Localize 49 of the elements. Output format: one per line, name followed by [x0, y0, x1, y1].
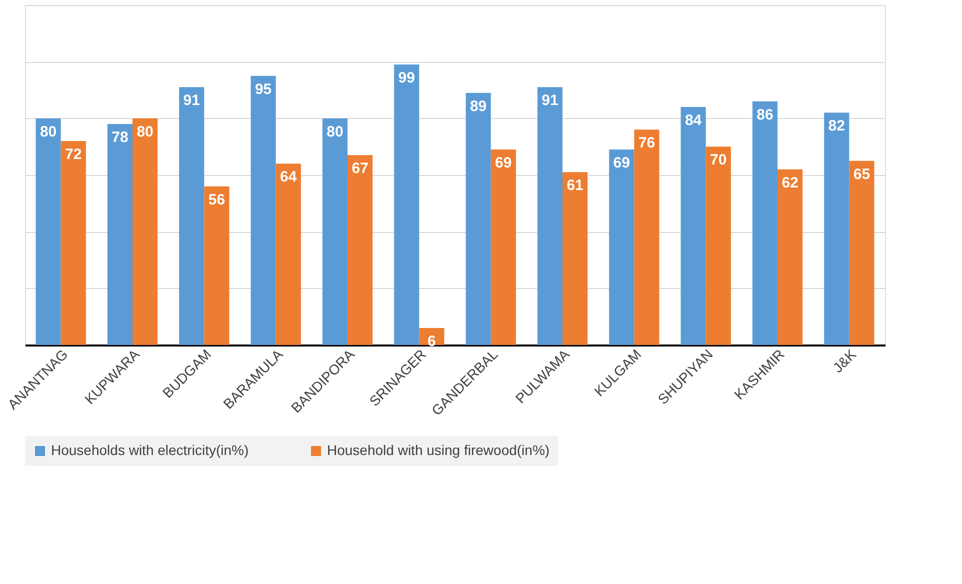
bar	[250, 76, 276, 345]
data-label: 69	[613, 154, 630, 172]
bar	[778, 169, 803, 345]
bar	[348, 155, 373, 345]
bar	[537, 87, 562, 345]
bar	[706, 146, 731, 345]
bar	[634, 130, 660, 345]
data-label: 80	[326, 123, 344, 140]
data-label: 80	[40, 123, 57, 140]
data-label: 62	[782, 174, 798, 192]
bar	[36, 118, 61, 345]
data-label: 80	[136, 123, 154, 140]
bar	[179, 87, 204, 345]
data-label: 89	[470, 98, 487, 115]
data-label: 69	[495, 154, 512, 172]
data-label: 70	[710, 152, 727, 169]
data-label: 64	[280, 168, 298, 186]
data-label: 95	[254, 80, 272, 98]
bar	[752, 101, 778, 345]
bar	[680, 107, 706, 345]
bar	[394, 64, 420, 345]
bar	[276, 164, 301, 345]
data-label: 56	[208, 191, 226, 208]
bar	[824, 112, 850, 345]
data-label: 72	[65, 146, 82, 163]
bar	[490, 150, 516, 345]
bar	[322, 118, 348, 345]
bar	[132, 118, 158, 345]
bar	[60, 141, 86, 345]
bar	[609, 150, 634, 345]
bar	[107, 124, 132, 345]
x-tick-label: J&K	[830, 346, 860, 376]
data-label: 86	[756, 106, 774, 124]
bar	[562, 172, 588, 345]
data-label: 91	[542, 92, 558, 110]
data-label: 84	[684, 112, 702, 129]
bar	[204, 186, 230, 345]
data-label: 65	[853, 166, 870, 183]
data-label: 91	[183, 92, 200, 110]
data-label: 67	[352, 160, 368, 178]
data-label: 61	[566, 177, 584, 194]
legend-label: Households with electricity(in%)	[51, 442, 249, 458]
legend-label: Household with using firewood(in%)	[327, 442, 550, 458]
data-label: 82	[828, 118, 845, 135]
data-label: 99	[398, 70, 415, 86]
data-label: 78	[112, 129, 128, 146]
bar	[466, 92, 491, 345]
bar	[849, 160, 874, 345]
data-label: 76	[638, 134, 656, 152]
